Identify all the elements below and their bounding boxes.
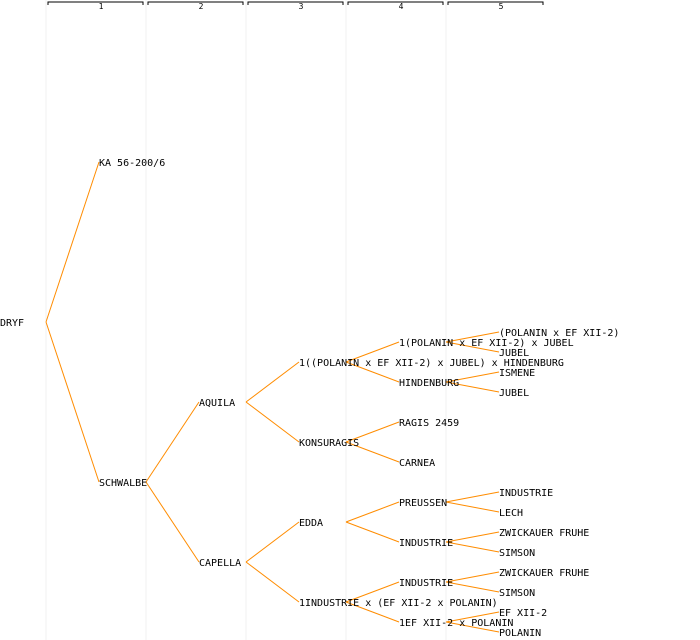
edge-poljub-jubel [445, 341, 500, 353]
node-g5-lech: LECH [499, 508, 523, 519]
tree-edges [45, 161, 500, 633]
edge-schwalbe-aquila [145, 401, 200, 483]
edge-konsuragis-carnea [345, 441, 400, 463]
edge-root-ka [45, 161, 100, 323]
edge-aquila-polhind [245, 361, 300, 403]
node-konsuragis: KONSURAGIS [299, 438, 359, 449]
edge-polhind-poljub [345, 341, 400, 363]
node-root: DRYF [0, 318, 24, 329]
node-g5-simson-b: SIMSON [499, 588, 535, 599]
edge-hindenburg-jubel [445, 381, 500, 393]
generation-bracket-4 [347, 1, 444, 5]
edge-preussen-industrie [445, 491, 500, 503]
node-g5-jubel-a: JUBEL [499, 348, 529, 359]
node-efpol: 1EF XII-2 x POLANIN [399, 618, 513, 629]
node-schwalbe: SCHWALBE [99, 478, 147, 489]
edge-polhind-hindenburg [345, 361, 400, 383]
generation-label-4: 4 [399, 2, 404, 11]
edge-capella-indpol [245, 561, 300, 603]
edge-preussen-lech [445, 501, 500, 513]
node-g5-zwickauer-a: ZWICKAUER FRUHE [499, 528, 589, 539]
node-g5-polef: (POLANIN x EF XII-2) [499, 328, 619, 339]
node-preussen: PREUSSEN [399, 498, 447, 509]
node-g5-ismene: ISMENE [499, 368, 535, 379]
node-industrie-b: INDUSTRIE [399, 578, 453, 589]
node-hindenburg: HINDENBURG [399, 378, 459, 389]
edge-edda-industrie [345, 521, 400, 543]
edge-industrie-b-simson [445, 581, 500, 593]
edge-industrie-zwickauer [445, 531, 500, 543]
edge-capella-edda [245, 521, 300, 563]
node-polhind: 1((POLANIN x EF XII-2) x JUBEL) x HINDEN… [299, 358, 564, 369]
node-indpol: 1INDUSTRIE x (EF XII-2 x POLANIN) [299, 598, 498, 609]
node-poljub: 1(POLANIN x EF XII-2) x JUBEL [399, 338, 574, 349]
generation-bracket-3 [247, 1, 344, 5]
generation-header: 1 2 3 4 5 [47, 1, 544, 11]
generation-label-2: 2 [199, 2, 204, 11]
node-g5-industrie: INDUSTRIE [499, 488, 553, 499]
node-carnea: CARNEA [399, 458, 435, 469]
edge-hindenburg-ismene [445, 371, 500, 383]
node-edda: EDDA [299, 518, 323, 529]
edge-industrie-simson [445, 541, 500, 553]
edge-efpol-polanin [445, 621, 500, 633]
node-g5-polanin: POLANIN [499, 628, 541, 639]
edge-konsuragis-ragis [345, 421, 400, 443]
node-aquila: AQUILA [199, 398, 235, 409]
node-ka: KA 56-200/6 [99, 158, 165, 169]
edge-poljub-polef [445, 331, 500, 343]
generation-label-1: 1 [99, 2, 104, 11]
edge-root-schwalbe [45, 321, 100, 483]
node-g5-zwickauer-b: ZWICKAUER FRUHE [499, 568, 589, 579]
generation-bracket-2 [147, 1, 244, 5]
column-guides [45, 0, 447, 640]
generation-bracket-1 [47, 1, 144, 5]
edge-efpol-efxii [445, 611, 500, 623]
node-g5-jubel-b: JUBEL [499, 388, 529, 399]
edge-industrie-b-zwickauer [445, 571, 500, 583]
node-ragis: RAGIS 2459 [399, 418, 459, 429]
tree-labels: DRYF KA 56-200/6 SCHWALBE AQUILA CAPELLA… [0, 158, 619, 639]
edge-aquila-konsuragis [245, 401, 300, 443]
edge-edda-preussen [345, 501, 400, 523]
edge-indpol-industrie [345, 581, 400, 603]
node-g5-efxii: EF XII-2 [499, 608, 547, 619]
node-industrie-a: INDUSTRIE [399, 538, 453, 549]
node-g5-simson-a: SIMSON [499, 548, 535, 559]
generation-label-3: 3 [299, 2, 304, 11]
node-capella: CAPELLA [199, 558, 241, 569]
generation-label-5: 5 [499, 2, 504, 11]
edge-indpol-efpol [345, 601, 400, 623]
generation-bracket-5 [447, 1, 544, 5]
edge-schwalbe-capella [145, 481, 200, 563]
